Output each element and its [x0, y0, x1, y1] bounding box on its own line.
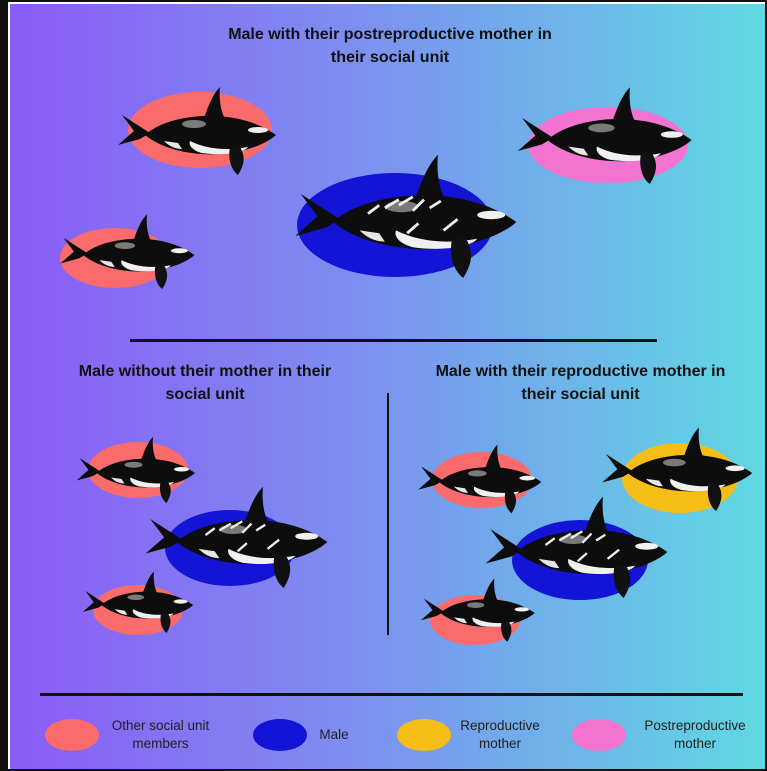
left-border-bar [0, 0, 8, 771]
left-section-title: Male without their mother in their socia… [78, 363, 332, 403]
legend-swatch-other [45, 719, 99, 751]
legend-swatch-reproductive [397, 719, 451, 751]
top-divider [130, 339, 657, 342]
right-section-title: Male with their reproductive mother in t… [435, 363, 726, 403]
legend-swatch-male [253, 719, 307, 751]
vertical-divider [387, 393, 389, 635]
top-section-title: Male with their postreproductive mother … [228, 26, 552, 66]
legend-label-male: Male [319, 727, 349, 742]
legend-label-postreproductive: Postreproductive mother [644, 718, 746, 751]
legend-swatch-postreproductive [572, 719, 626, 751]
legend-divider [40, 693, 743, 696]
legend-label-other: Other social unit members [111, 718, 210, 751]
legend-label-reproductive: Reproductive mother [460, 718, 540, 751]
